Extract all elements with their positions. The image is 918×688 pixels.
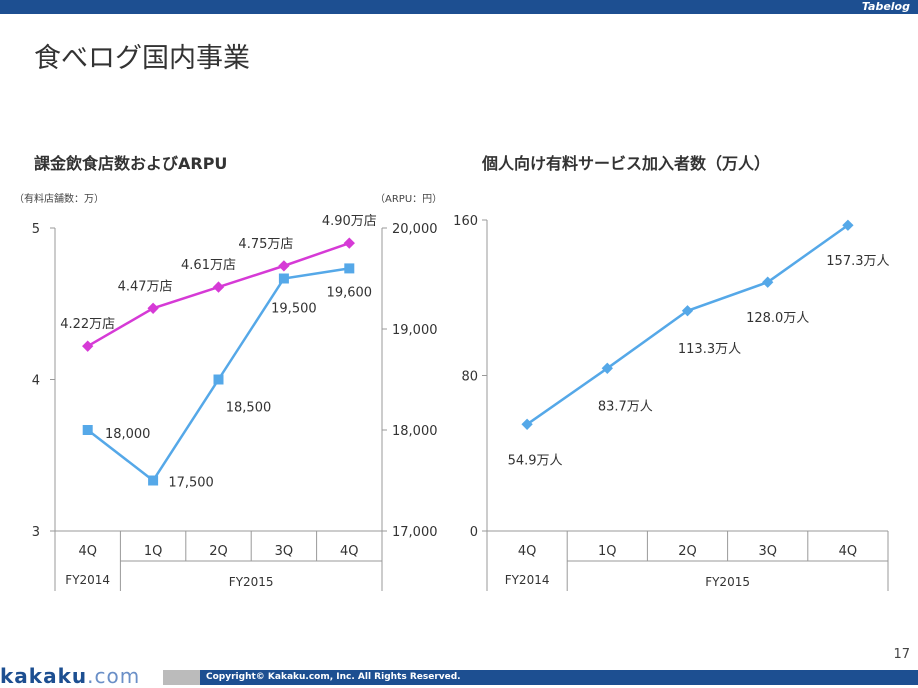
arpu-marker: [344, 263, 355, 274]
c2-y-tick-label: 80: [461, 370, 478, 385]
c1-group-label: FY2014: [65, 573, 110, 587]
store-count-marker: [343, 237, 355, 249]
store-count-marker: [212, 281, 225, 293]
arpu-line: [86, 267, 350, 483]
subscribers-marker: [521, 418, 533, 430]
store-count-marker: [82, 340, 94, 352]
store-count-marker: [278, 260, 290, 272]
left-axis-unit: （有料店舗数：万）: [14, 194, 104, 205]
store-count-marker: [147, 302, 159, 314]
top-bar: Tabelog: [0, 0, 918, 14]
c2-y-tick-label: 160: [453, 214, 478, 229]
store-count-data-label: 4.75万店: [238, 237, 293, 252]
subscribers-data-label: 157.3万人: [826, 254, 889, 269]
c2-x-tick-label: 3Q: [758, 544, 777, 559]
subscribers-marker: [601, 362, 613, 374]
arpu-data-label: 18,500: [226, 401, 272, 416]
c2-x-tick-label: 1Q: [598, 544, 617, 559]
c2-x-tick-label: 4Q: [839, 544, 858, 559]
arpu-data-label: 19,500: [271, 302, 317, 317]
arpu-marker: [278, 273, 289, 284]
c1-left-tick-label: 4: [32, 374, 40, 389]
store-count-data-label: 4.47万店: [118, 279, 173, 294]
c1-x-tick-label: 1Q: [144, 544, 163, 559]
arpu-data-label: 18,000: [105, 427, 151, 442]
c1-right-tick-label: 20,000: [392, 222, 438, 237]
c1-group-label: FY2015: [229, 575, 274, 589]
arpu-data-label: 19,600: [327, 285, 373, 300]
brand-label: Tabelog: [861, 0, 910, 13]
arpu-marker: [82, 425, 93, 435]
c2-group-label: FY2014: [505, 573, 550, 587]
arpu-marker: [213, 374, 224, 385]
subscribers-data-label: 113.3万人: [678, 342, 741, 357]
chart1-title: 課金飲食店数およびARPU: [34, 154, 228, 173]
c2-x-tick-label: 2Q: [678, 544, 697, 559]
c1-x-tick-label: 3Q: [275, 544, 294, 559]
store-count-data-label: 4.22万店: [60, 317, 115, 332]
right-axis-unit: （ARPU：円）: [375, 194, 443, 205]
subscribers-marker: [842, 219, 854, 231]
arpu-data-label: 17,500: [168, 476, 214, 491]
page-title: 食べログ国内事業: [34, 43, 250, 74]
c1-x-tick-label: 4Q: [340, 544, 359, 559]
subscribers-data-label: 128.0万人: [746, 311, 809, 326]
c2-y-tick-label: 0: [470, 525, 478, 540]
c1-x-tick-label: 2Q: [209, 544, 228, 559]
copyright: Copyright© Kakaku.com, Inc. All Rights R…: [200, 670, 918, 685]
subscribers-data-label: 54.9万人: [508, 453, 563, 468]
subscribers-marker: [681, 305, 694, 317]
page-number: 17: [893, 647, 910, 662]
c1-x-tick-label: 4Q: [78, 544, 97, 559]
c1-right-tick-label: 18,000: [392, 424, 438, 439]
footer-gray-block: [163, 670, 200, 685]
c1-left-tick-label: 5: [32, 222, 40, 237]
store-count-data-label: 4.61万店: [181, 258, 236, 273]
c1-left-tick-label: 3: [32, 525, 40, 540]
kakaku-logo: kakaku.com: [0, 664, 141, 688]
store-count-data-label: 4.90万店: [322, 214, 377, 229]
subscribers-data-label: 83.7万人: [598, 399, 653, 414]
c1-right-tick-label: 17,000: [392, 525, 438, 540]
c1-right-tick-label: 19,000: [392, 323, 438, 338]
chart2-title: 個人向け有料サービス加入者数（万人）: [482, 154, 771, 173]
c2-x-tick-label: 4Q: [518, 544, 537, 559]
c2-group-label: FY2015: [705, 575, 750, 589]
subscribers-marker: [762, 276, 774, 288]
arpu-marker: [148, 475, 159, 486]
